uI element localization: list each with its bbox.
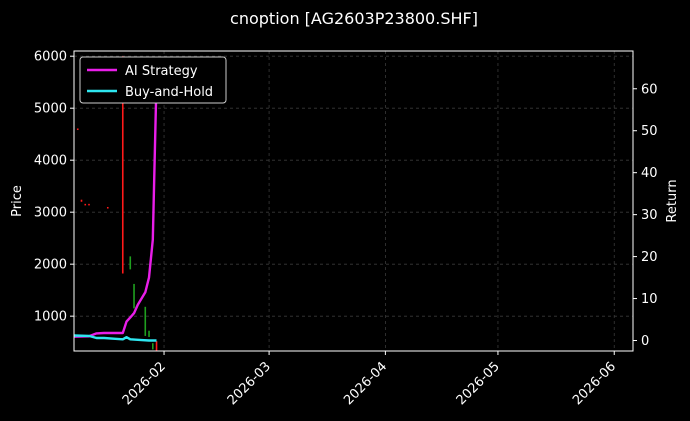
y-tick-label-right: 0 <box>641 334 649 349</box>
y-tick-label-right: 10 <box>641 292 658 307</box>
legend: AI Strategy Buy-and-Hold <box>79 56 227 104</box>
plot-frame <box>73 50 634 352</box>
y-axis-label-right: Return <box>665 179 680 222</box>
series-line-buy-and-hold <box>73 334 157 342</box>
y-tick-label-left: 5000 <box>34 102 67 117</box>
y-axis-label-left: Price <box>10 185 25 217</box>
y-tick-label-left: 1000 <box>34 310 67 325</box>
x-tick-label: 2026-03 <box>225 359 274 408</box>
y-tick-label-right: 20 <box>641 250 658 265</box>
chart-title: cnoption [AG2603P23800.SHF] <box>230 9 478 28</box>
series <box>73 80 158 342</box>
x-tick-label: 2026-02 <box>120 359 169 408</box>
legend-label-ai-strategy: AI Strategy <box>125 64 198 79</box>
y-tick-label-left: 2000 <box>34 258 67 273</box>
y-tick-label-right: 30 <box>641 208 658 223</box>
series-line-ai-strategy <box>73 80 158 338</box>
x-tick-label: 2026-06 <box>570 359 619 408</box>
y-tick-label-left: 6000 <box>34 50 67 65</box>
y-tick-label-right: 40 <box>641 166 658 181</box>
y-tick-label-right: 60 <box>641 82 658 97</box>
y-tick-label-left: 3000 <box>34 206 67 221</box>
y-tick-label-right: 50 <box>641 124 658 139</box>
legend-label-buy-and-hold: Buy-and-Hold <box>125 85 213 100</box>
y-tick-label-left: 4000 <box>34 154 67 169</box>
x-tick-label: 2026-04 <box>341 359 390 408</box>
x-tick-label: 2026-05 <box>454 359 503 408</box>
